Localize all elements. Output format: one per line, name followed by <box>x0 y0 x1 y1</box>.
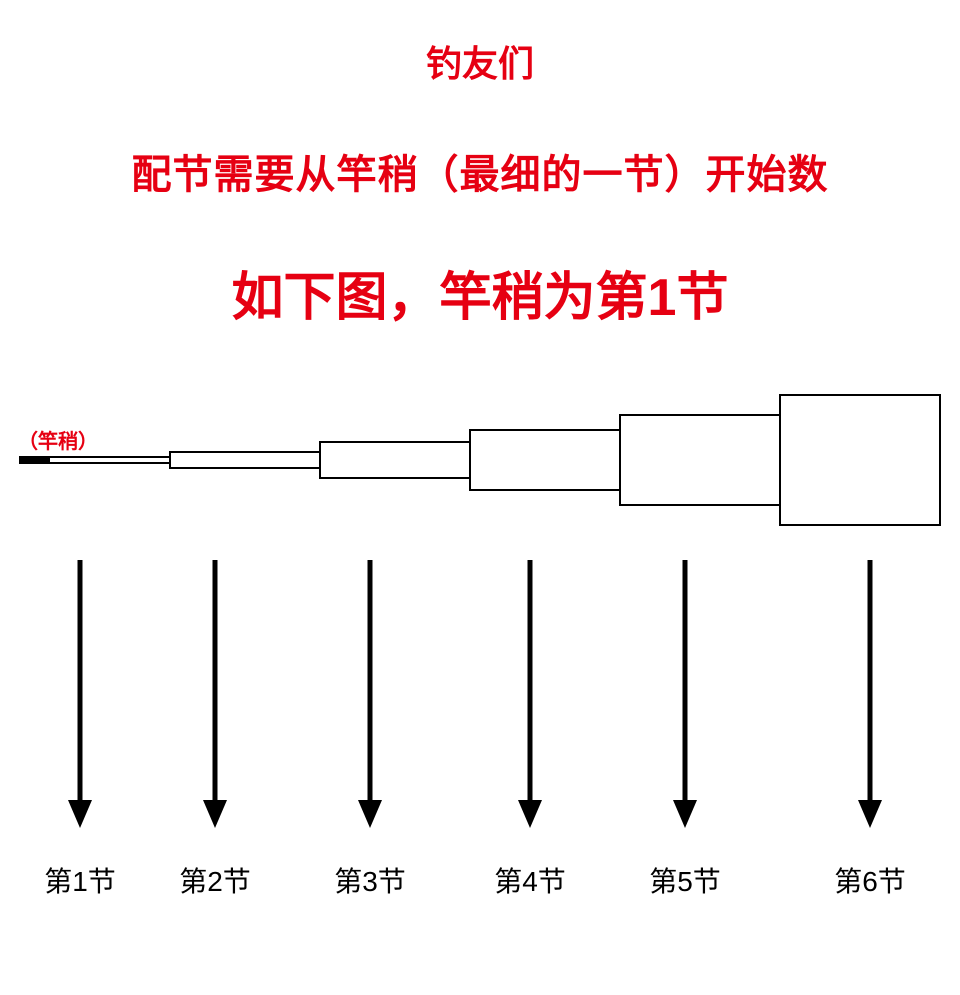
heading-line-3: 如下图，竿稍为第1节 <box>0 255 960 330</box>
rod-segment-6 <box>780 395 940 525</box>
rod-diagram: （竿稍） 第1节 第2节 第3节 第4节 第5节 第6节 <box>0 370 960 930</box>
arrow-5 <box>673 560 697 828</box>
arrow-2 <box>203 560 227 828</box>
rod-segment-4 <box>470 430 620 490</box>
section-label-6: 第6节 <box>834 860 906 900</box>
arrow-3 <box>358 560 382 828</box>
rod-tip-label: （竿稍） <box>18 425 98 454</box>
rod-segment-5 <box>620 415 780 505</box>
section-label-1: 第1节 <box>44 860 116 900</box>
heading-line-1: 钓友们 <box>0 35 960 87</box>
rod-svg <box>0 370 960 930</box>
section-label-4: 第4节 <box>494 860 566 900</box>
section-label-5: 第5节 <box>649 860 721 900</box>
rod-segment-2 <box>170 452 320 468</box>
rod-segment-3 <box>320 442 470 478</box>
heading-line-2: 配节需要从竿稍（最细的一节）开始数 <box>0 142 960 200</box>
arrow-6 <box>858 560 882 828</box>
section-label-2: 第2节 <box>179 860 251 900</box>
section-label-3: 第3节 <box>334 860 406 900</box>
rod-tip-cap <box>20 457 50 463</box>
arrow-4 <box>518 560 542 828</box>
arrow-1 <box>68 560 92 828</box>
